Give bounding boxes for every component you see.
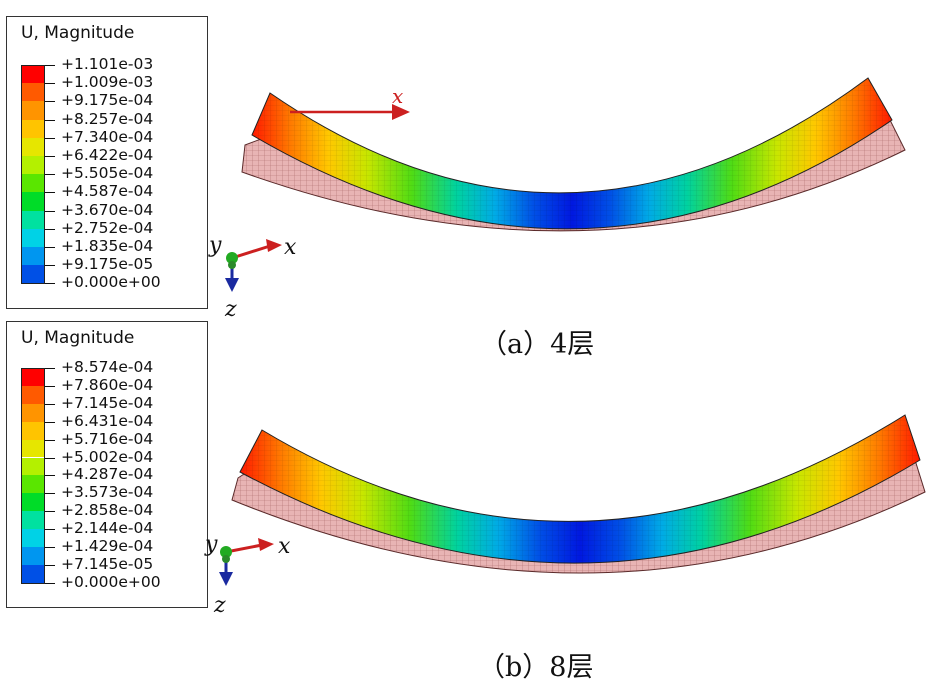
legend-tick	[45, 119, 55, 121]
legend-swatch	[21, 493, 45, 512]
legend-value-label: +7.145e-04	[61, 393, 154, 412]
legend-panel-a: U, Magnitude +1.101e-03 +1.009e-03 +9.175e…	[6, 16, 208, 309]
legend-swatch	[21, 101, 45, 120]
legend-value-label: +7.340e-04	[61, 127, 154, 146]
legend-value-label: +6.422e-04	[61, 146, 154, 164]
triad-z-label-b: z	[213, 593, 226, 618]
legend-value-label: +5.716e-04	[61, 429, 154, 448]
legend-swatch	[21, 529, 45, 547]
caption-b: （b）8层	[478, 652, 594, 683]
triad-y-label-a: y	[208, 233, 222, 258]
legend-tick	[45, 564, 55, 566]
legend-value-label: +1.009e-03	[61, 73, 154, 92]
legend-value-label: +7.145e-05	[61, 554, 154, 573]
legend-value-label: +2.144e-04	[61, 519, 154, 538]
legend-tick	[45, 65, 55, 66]
legend-tick	[45, 283, 55, 285]
legend-swatch	[21, 156, 45, 175]
legend-swatch	[21, 83, 45, 102]
coordinate-triad-b: y x z	[204, 532, 291, 618]
legend-swatch	[21, 368, 45, 386]
legend-tick	[45, 83, 55, 85]
legend-swatch	[21, 228, 45, 247]
legend-value-label: +0.000e+00	[61, 273, 161, 292]
legend-swatch	[21, 265, 45, 284]
legend-tick	[45, 582, 55, 584]
legend-value-label: +8.257e-04	[61, 109, 154, 128]
triad-x-label-b: x	[278, 534, 291, 559]
triad-x-label-a: x	[284, 235, 297, 260]
legend-tick	[45, 457, 55, 459]
legend-swatch	[21, 439, 45, 458]
legend-swatch	[21, 403, 45, 422]
triad-z-label-a: z	[224, 297, 237, 322]
legend-swatch	[21, 475, 45, 494]
legend-swatch	[21, 547, 45, 565]
legend-tick	[45, 529, 55, 531]
caption-a: （a）4层	[480, 329, 595, 360]
legend-swatch	[21, 192, 45, 211]
legend-tick	[45, 265, 55, 267]
legend-tick	[45, 137, 55, 139]
legend-value-label: +3.573e-04	[61, 483, 154, 502]
legend-value-label: +6.431e-04	[61, 411, 154, 430]
legend-bar-border	[21, 65, 45, 285]
legend-swatch	[21, 119, 45, 138]
legend-swatch	[21, 564, 45, 583]
legend-panel-b: U, Magnitude +8.574e-04 +7.860e-04 +7.145e…	[6, 321, 208, 608]
coordinate-triad-a: y x z	[208, 233, 297, 322]
legend-tick	[45, 547, 55, 548]
legend-value-label: +9.175e-04	[61, 91, 154, 110]
local-x-axis-label-a: x	[392, 84, 403, 108]
legend-swatch	[21, 65, 45, 84]
legend-tick	[45, 101, 55, 103]
legend-swatch	[21, 137, 45, 156]
legend-tick	[45, 421, 55, 423]
legend-value-label: +1.429e-04	[61, 537, 154, 555]
legend-tick	[45, 210, 55, 212]
legend-tick	[45, 385, 55, 387]
legend-value-label: +3.670e-04	[61, 200, 154, 219]
legend-swatch	[21, 457, 45, 476]
legend-swatch	[21, 210, 45, 229]
legend-value-label: +4.587e-04	[61, 182, 154, 201]
legend-value-label: +1.101e-03	[61, 55, 154, 73]
legend-value-label: +2.752e-04	[61, 218, 154, 237]
legend-title: U, Magnitude	[21, 328, 135, 348]
legend-tick	[45, 439, 55, 441]
legend-tick	[45, 247, 55, 248]
legend-value-label: +8.574e-04	[61, 358, 154, 376]
legend-title: U, Magnitude	[21, 23, 135, 43]
legend-tick	[45, 403, 55, 405]
legend-value-label: +0.000e+00	[61, 572, 161, 591]
legend-tick	[45, 511, 55, 513]
legend-tick	[45, 368, 55, 369]
legend-swatch	[21, 421, 45, 440]
legend-value-label: +4.287e-04	[61, 465, 154, 484]
legend-value-label: +7.860e-04	[61, 375, 154, 394]
triad-y-label-b: y	[204, 532, 218, 557]
legend-value-label: +1.835e-04	[61, 237, 154, 255]
legend-value-label: +5.002e-04	[61, 447, 154, 466]
legend-value-label: +9.175e-05	[61, 255, 154, 274]
legend-swatch	[21, 247, 45, 266]
legend-swatch	[21, 511, 45, 530]
legend-tick	[45, 174, 55, 176]
legend-value-label: +5.505e-04	[61, 164, 154, 183]
legend-tick	[45, 475, 55, 477]
legend-bar-border	[21, 368, 45, 584]
legend-swatch	[21, 174, 45, 193]
legend-tick	[45, 228, 55, 230]
legend-tick	[45, 156, 55, 157]
legend-value-label: +2.858e-04	[61, 501, 154, 520]
legend-tick	[45, 192, 55, 194]
legend-tick	[45, 493, 55, 495]
local-x-arrowhead-a	[392, 104, 410, 120]
legend-swatch	[21, 385, 45, 404]
